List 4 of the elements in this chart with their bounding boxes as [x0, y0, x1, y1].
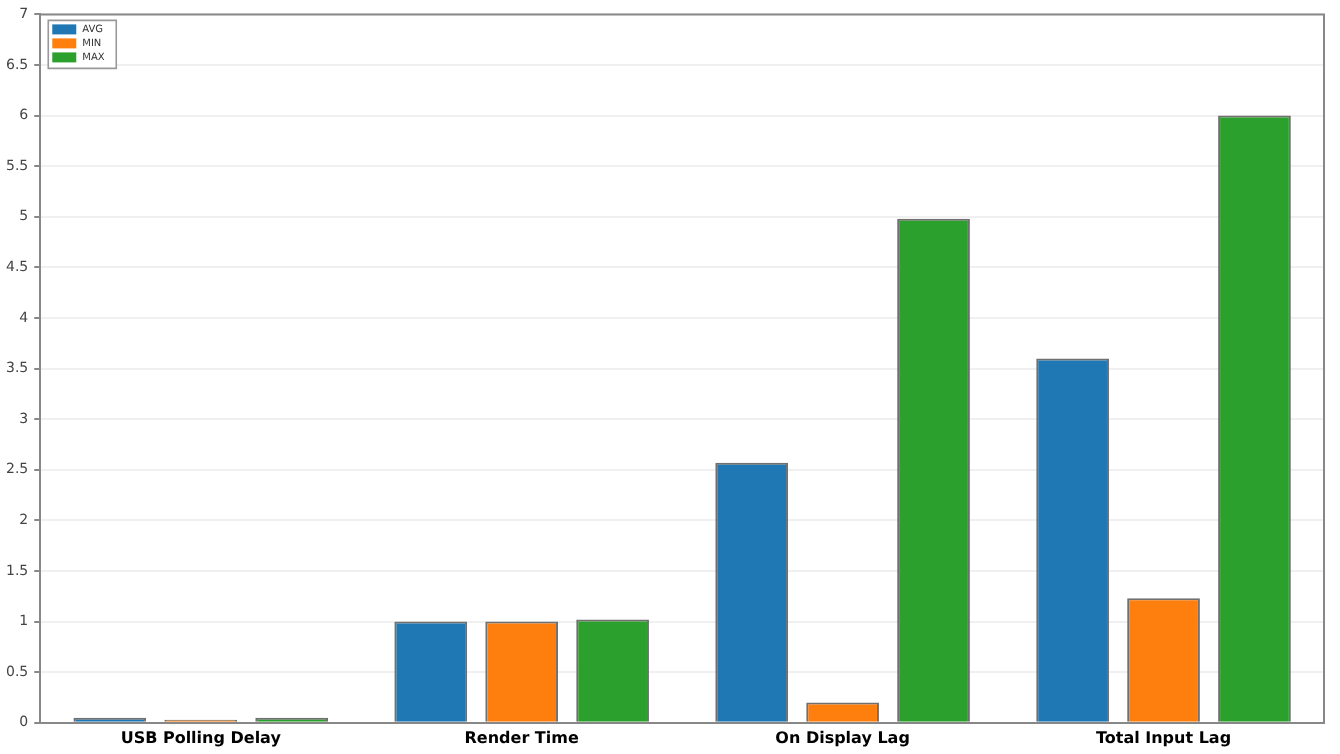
x-tick-label: On Display Lag: [775, 728, 911, 747]
x-tick-label: Total Input Lag: [1095, 728, 1232, 747]
x-tick-label: USB Polling Delay: [120, 728, 283, 747]
x-tick-label: Render Time: [464, 728, 580, 747]
